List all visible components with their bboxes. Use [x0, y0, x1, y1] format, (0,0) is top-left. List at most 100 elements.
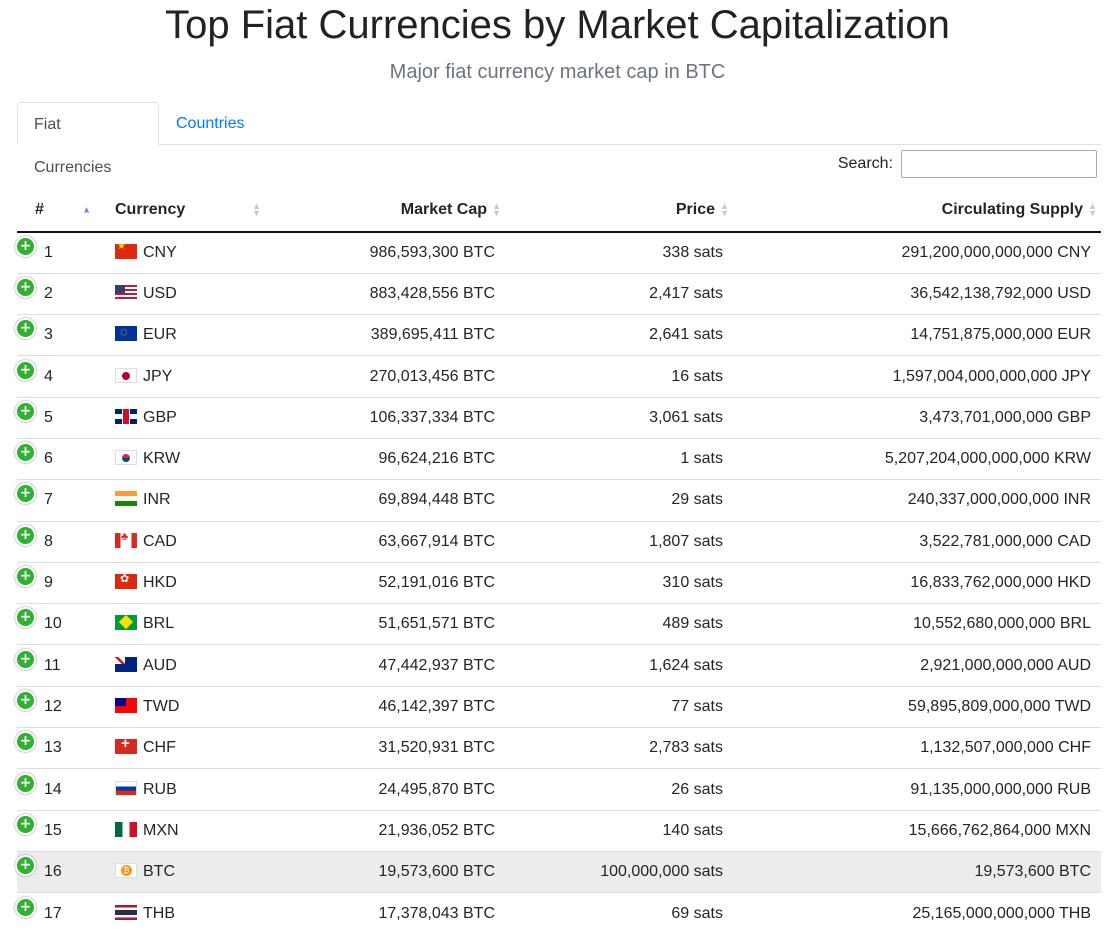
eu-flag-icon	[115, 326, 137, 342]
plus-circle-icon[interactable]: +	[15, 855, 36, 877]
supply-cell: 25,165,000,000,000 THB	[733, 892, 1101, 935]
column-header-supply[interactable]: Circulating Supply ▲ ▼	[733, 188, 1101, 233]
currency-cell: BRL	[105, 603, 265, 645]
rank-value: 4	[44, 367, 53, 385]
rank-cell: +14	[15, 768, 105, 811]
japan-flag-icon	[115, 367, 137, 383]
sort-icon: ▲ ▼	[252, 200, 261, 218]
plus-circle-icon[interactable]: +	[15, 359, 36, 381]
plus-circle-icon[interactable]: +	[15, 400, 36, 422]
supply-cell: 291,200,000,000,000 CNY	[901, 243, 1091, 261]
currency-cell: INR	[105, 479, 265, 522]
supply-cell: 5,207,204,000,000,000 KRW	[733, 437, 1101, 480]
south-korea-flag-icon	[115, 450, 137, 466]
plus-circle-icon[interactable]: +	[15, 276, 36, 298]
table-row: +6 KRW 96,624,216 BTC 1 sats 5,207,204,000,0…	[15, 437, 1101, 480]
rank-value: 16	[44, 863, 62, 881]
supply-cell: 19,573,600 BTC	[733, 850, 1101, 893]
table-row: +5 GBP 106,337,334 BTC 3,061 sats 3,473,701,…	[15, 396, 1101, 439]
currency-table: # ▲ Currency ▲ ▼ Market Cap ▲ ▼ Price ▲ ▼ C…	[15, 188, 1101, 935]
plus-circle-icon[interactable]: +	[15, 524, 36, 546]
rank-value: 7	[44, 491, 53, 509]
table-row: +11 AUD 47,442,937 BTC 1,624 sats 2,921,000,…	[15, 644, 1101, 687]
tab-countries[interactable]: Countries	[176, 115, 245, 132]
currency-code: AUD	[143, 656, 177, 674]
plus-circle-icon[interactable]: +	[15, 731, 36, 753]
rank-cell: +4	[15, 355, 105, 398]
currency-code: CAD	[143, 532, 177, 550]
supply-cell: 36,542,138,792,000 USD	[733, 272, 1101, 315]
table-row: +4 JPY 270,013,456 BTC 16 sats 1,597,004,000…	[15, 355, 1101, 398]
russia-flag-icon	[115, 780, 137, 796]
rank-cell: +8	[15, 520, 105, 563]
column-header-currency[interactable]: Currency ▲ ▼	[105, 188, 265, 233]
currency-code: INR	[143, 491, 171, 509]
table-row: +2 USD 883,428,556 BTC 2,417 sats 36,542,138…	[15, 272, 1101, 315]
price-cell: 1,624 sats	[505, 644, 733, 687]
plus-circle-icon[interactable]: +	[15, 896, 36, 918]
uk-flag-icon	[115, 408, 137, 424]
tab-fiat-currencies[interactable]: Fiat Currencies	[17, 102, 159, 176]
plus-circle-icon[interactable]: +	[15, 235, 36, 257]
rank-value: 2	[44, 284, 53, 302]
plus-circle-icon[interactable]: +	[15, 442, 36, 464]
rank-cell: +9	[15, 561, 105, 604]
column-header-market-cap[interactable]: Market Cap ▲ ▼	[265, 188, 505, 233]
currency-cell: CAD	[105, 520, 265, 563]
page-subtitle: Major fiat currency market cap in BTC	[389, 61, 726, 83]
plus-circle-icon[interactable]: +	[15, 648, 36, 670]
market-cap-cell: 52,191,016 BTC	[265, 561, 505, 604]
plus-circle-icon[interactable]: +	[15, 772, 36, 794]
column-header-rank-label: #	[35, 200, 44, 218]
currency-code: BRL	[143, 615, 175, 633]
market-cap-cell: 69,894,448 BTC	[265, 479, 505, 522]
plus-circle-icon[interactable]: +	[15, 483, 36, 505]
supply-cell: 16,833,762,000,000 HKD	[733, 561, 1101, 604]
column-header-market-cap-label: Market Cap	[400, 200, 487, 218]
plus-circle-icon[interactable]: +	[15, 689, 36, 711]
rank-cell: +6	[15, 437, 105, 480]
plus-circle-icon[interactable]: +	[15, 318, 36, 340]
price-cell: 2,783 sats	[505, 727, 733, 769]
search-input[interactable]	[901, 150, 1097, 178]
plus-circle-icon[interactable]: +	[15, 607, 36, 629]
currency-code: RUB	[143, 780, 177, 798]
currency-cell: CNY	[105, 232, 265, 273]
search-box: Search:	[838, 148, 1097, 180]
plus-circle-icon[interactable]: +	[15, 813, 36, 835]
plus-circle-icon[interactable]: +	[15, 566, 36, 588]
currency-code: CHF	[143, 739, 176, 757]
column-header-currency-label: Currency	[115, 200, 186, 218]
rank-cell: +2	[15, 272, 105, 315]
rank-value: 14	[44, 780, 62, 798]
market-cap-cell: 106,337,334 BTC	[265, 396, 505, 439]
currency-cell: KRW	[105, 437, 265, 480]
rank-value: 6	[44, 450, 53, 468]
currency-cell: AUD	[105, 644, 265, 687]
rank-cell: +11	[15, 644, 105, 687]
table-row: +1 CNY 986,593,300 BTC 338 sats 291,200,000,…	[15, 232, 1101, 273]
currency-cell: MXN	[105, 809, 265, 852]
price-cell: 3,061 sats	[505, 396, 733, 439]
currency-code: THB	[143, 904, 175, 922]
price-cell: 16 sats	[505, 355, 733, 398]
currency-code: USD	[143, 284, 177, 302]
market-cap-cell: 21,936,052 BTC	[265, 809, 505, 852]
market-cap-cell: 51,651,571 BTC	[265, 603, 505, 645]
currency-cell: HKD	[105, 561, 265, 604]
table-row: +15 MXN 21,936,052 BTC 140 sats 15,666,762,8…	[15, 809, 1101, 852]
rank-value: 9	[44, 574, 53, 592]
rank-value: 13	[44, 739, 62, 757]
market-cap-cell: 986,593,300 BTC	[369, 243, 495, 261]
column-header-price[interactable]: Price ▲ ▼	[505, 188, 733, 233]
market-cap-cell: 96,624,216 BTC	[265, 437, 505, 480]
price-cell: 26 sats	[505, 768, 733, 811]
currency-code: KRW	[143, 450, 181, 468]
column-header-rank[interactable]: # ▲	[17, 188, 105, 233]
currency-code: HKD	[143, 574, 177, 592]
currency-cell: THB	[105, 892, 265, 935]
currency-cell: TWD	[105, 685, 265, 728]
price-cell: 1,807 sats	[505, 520, 733, 563]
currency-cell: EUR	[105, 314, 265, 356]
